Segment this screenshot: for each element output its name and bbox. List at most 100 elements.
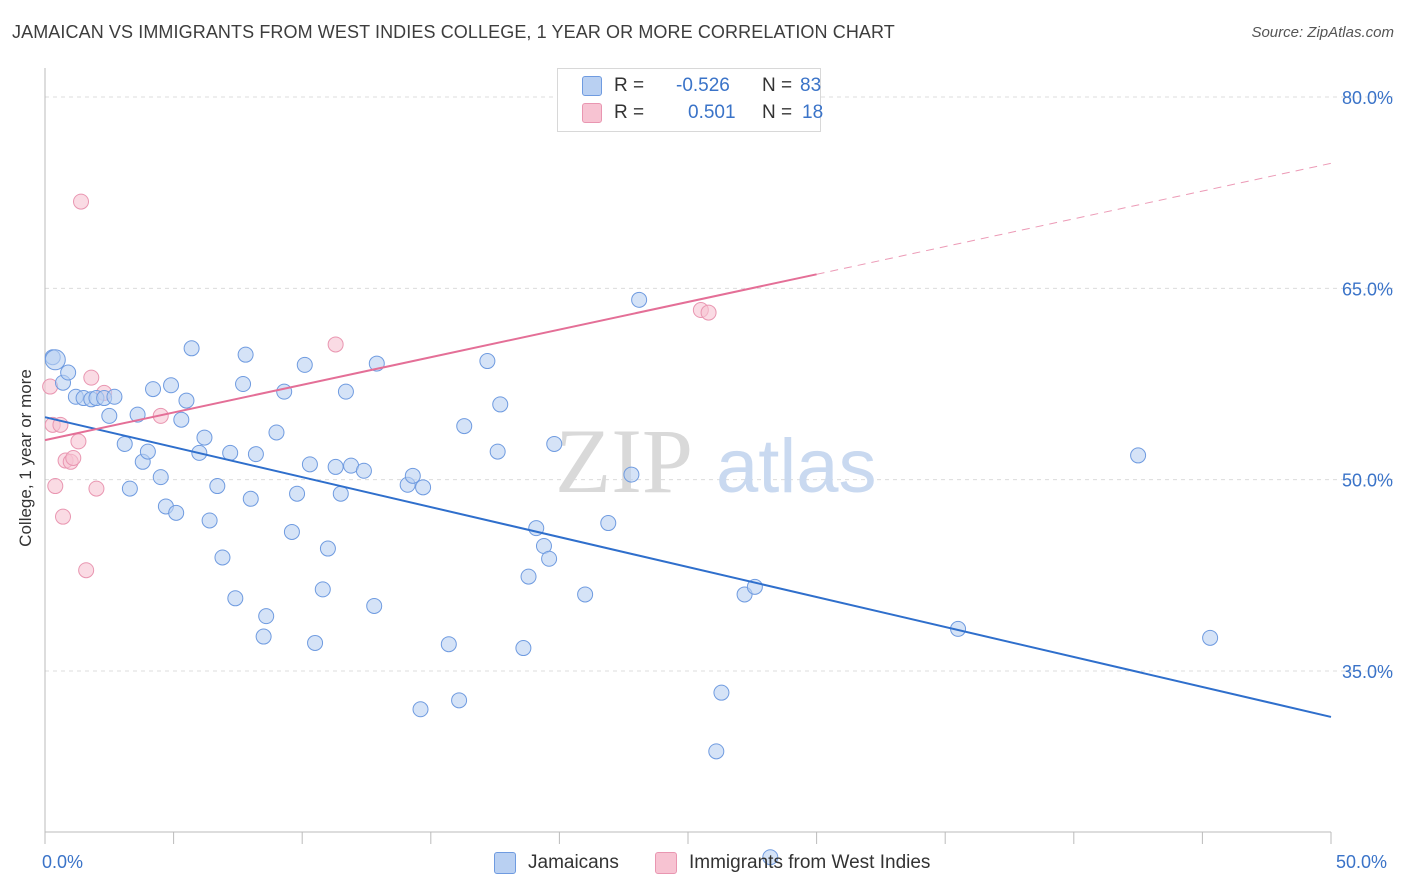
data-point-jamaican (479, 353, 496, 370)
chart-source: Source: ZipAtlas.com (1251, 24, 1394, 41)
data-point-jamaican (116, 435, 133, 452)
y-tick-label: 50.0% (1342, 471, 1393, 491)
data-point-jamaican (762, 849, 779, 866)
axes (44, 68, 1332, 844)
data-point-jamaican (327, 458, 344, 475)
stats-legend: R = -0.526 N = 83 R = 0.501 N = 18 (557, 68, 824, 132)
data-point-jamaican (307, 634, 324, 651)
data-point-jamaican (546, 435, 563, 452)
legend-swatch-pink (655, 852, 677, 874)
data-point-jamaican (404, 467, 421, 484)
data-point-jamaican (145, 381, 162, 398)
legend-label: Immigrants from West Indies (689, 852, 931, 873)
data-point-jamaican (255, 628, 272, 645)
gridlines (45, 96, 1393, 672)
data-point-jamaican (106, 388, 123, 405)
data-point-west-indies (73, 193, 90, 210)
legend-item-jamaicans: Jamaicans (494, 852, 619, 874)
x-tick-min: 0.0% (42, 852, 84, 872)
n-value: 83 (800, 75, 822, 96)
data-point-jamaican (440, 636, 457, 653)
data-point-jamaican (541, 550, 558, 567)
n-value: 18 (802, 102, 824, 123)
data-point-jamaican (1130, 447, 1147, 464)
data-point-jamaican (623, 466, 640, 483)
data-point-jamaican (178, 392, 195, 409)
r-value: 0.501 (688, 102, 736, 123)
data-point-jamaican (515, 640, 532, 657)
data-point-west-indies (78, 562, 95, 579)
data-point-jamaican (337, 383, 354, 400)
data-point-jamaican (152, 469, 169, 486)
data-point-jamaican (577, 586, 594, 603)
data-point-jamaican (301, 456, 318, 473)
data-point-west-indies (327, 336, 344, 353)
legend-label: Jamaicans (528, 852, 619, 873)
data-point-jamaican (276, 383, 293, 400)
y-tick-label: 35.0% (1342, 662, 1393, 682)
data-point-west-indies (70, 433, 87, 450)
r-value: -0.526 (676, 75, 730, 96)
y-tick-labels: 35.0% 50.0% 65.0% 80.0% (1342, 88, 1393, 682)
r-label: R = (614, 75, 645, 96)
data-point-west-indies (65, 449, 82, 466)
trend-line-jamaicans (44, 416, 1332, 718)
legend-item-west-indies: Immigrants from West Indies (655, 852, 930, 874)
chart-title: JAMAICAN VS IMMIGRANTS FROM WEST INDIES … (12, 22, 895, 42)
data-point-jamaican (139, 443, 156, 460)
data-point-west-indies (55, 508, 72, 525)
data-point-jamaican (268, 424, 285, 441)
data-point-jamaican (168, 504, 185, 521)
trend-lines (44, 162, 1332, 718)
data-point-jamaican (296, 356, 313, 373)
data-point-jamaican (708, 743, 725, 760)
y-tick-label: 80.0% (1342, 88, 1393, 108)
blue-series-points (44, 291, 1219, 866)
data-point-west-indies (47, 478, 64, 495)
data-point-west-indies (700, 304, 717, 321)
data-point-jamaican (355, 462, 372, 479)
data-point-jamaican (235, 376, 252, 392)
data-point-jamaican (44, 349, 66, 371)
trend-line-west-indies-extension (816, 162, 1332, 275)
legend-swatch-blue (494, 852, 516, 874)
data-point-jamaican (209, 478, 226, 495)
data-point-jamaican (163, 377, 180, 394)
data-point-jamaican (314, 581, 331, 598)
data-point-west-indies (83, 369, 100, 386)
data-point-jamaican (319, 540, 336, 557)
data-point-jamaican (415, 479, 432, 496)
data-point-jamaican (713, 684, 730, 701)
y-tick-label: 65.0% (1342, 279, 1393, 299)
data-point-jamaican (129, 406, 146, 423)
n-label: N = (762, 75, 793, 96)
data-point-jamaican (242, 490, 259, 507)
data-point-jamaican (258, 608, 275, 625)
data-point-jamaican (489, 443, 506, 460)
data-point-jamaican (60, 364, 77, 381)
data-point-jamaican (520, 568, 537, 585)
data-point-jamaican (492, 396, 509, 413)
data-point-jamaican (631, 291, 648, 308)
data-point-jamaican (196, 429, 213, 446)
data-point-jamaican (101, 407, 118, 424)
n-label: N = (762, 102, 793, 123)
r-label: R = (614, 102, 645, 123)
watermark: ZIP atlas (555, 410, 877, 512)
data-point-jamaican (214, 549, 231, 566)
data-point-jamaican (283, 523, 300, 540)
blue-swatch (582, 76, 602, 96)
data-point-jamaican (201, 512, 218, 529)
data-point-jamaican (237, 346, 254, 363)
watermark-zip: ZIP (555, 410, 693, 512)
data-point-jamaican (173, 411, 190, 428)
data-point-jamaican (1202, 629, 1219, 646)
data-point-jamaican (227, 590, 244, 607)
data-point-jamaican (451, 692, 468, 709)
data-point-jamaican (247, 446, 264, 463)
data-point-jamaican (332, 485, 349, 502)
data-point-west-indies (88, 480, 105, 497)
x-tick-max: 50.0% (1336, 852, 1388, 872)
trend-line-west-indies (44, 273, 817, 442)
